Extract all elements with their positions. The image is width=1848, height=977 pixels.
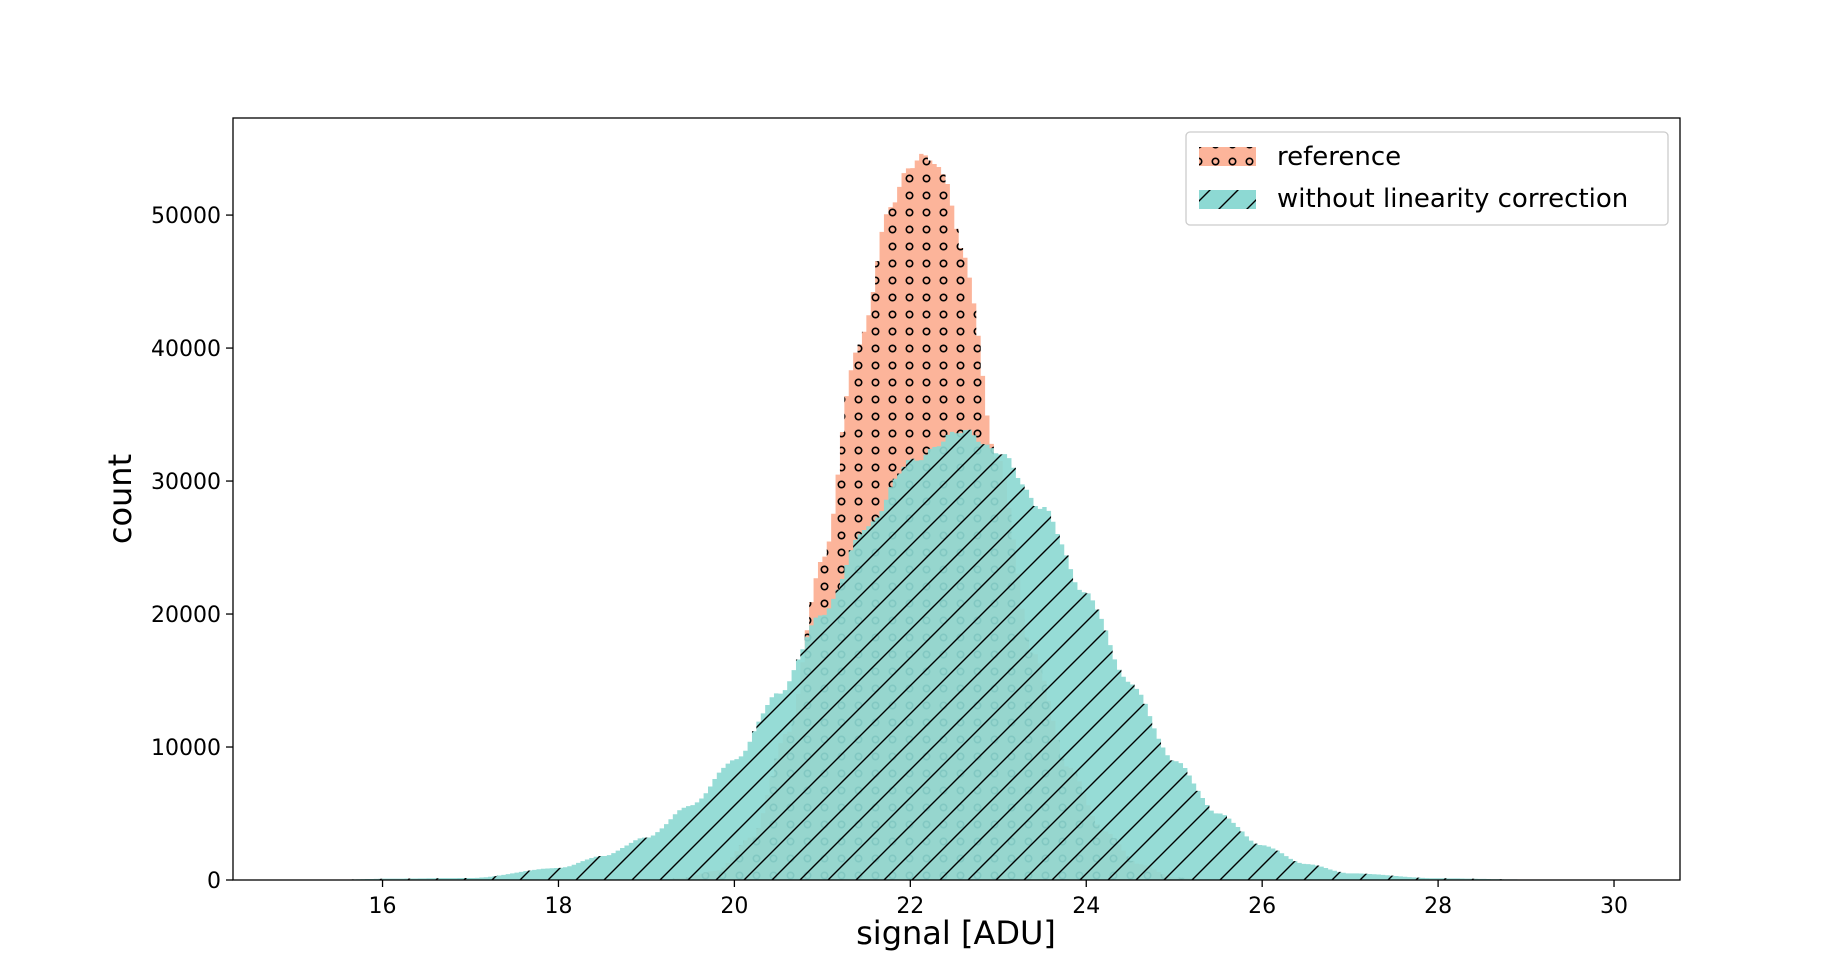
x-axis-label: signal [ADU] — [856, 914, 1056, 952]
series-layer — [338, 153, 1615, 880]
legend-frame — [1185, 131, 1669, 226]
plot-frame — [232, 117, 1681, 881]
y-axis: 0 10000 20000 30000 40000 50000 — [151, 204, 233, 894]
series-without-linearity-correction — [338, 429, 1615, 880]
x-tick-label: 26 — [1248, 894, 1276, 919]
x-axis: 16 18 20 22 24 26 28 30 — [369, 880, 1628, 919]
x-tick-label: 20 — [720, 894, 748, 919]
series-hatch — [338, 429, 1615, 880]
legend-swatch-without-linearity-correction-hatch — [1199, 190, 1256, 209]
y-tick-label: 50000 — [151, 204, 221, 229]
x-tick-label: 30 — [1600, 894, 1628, 919]
y-tick-label: 30000 — [151, 470, 221, 495]
legend-label-without-linearity-correction: without linearity correction — [1277, 184, 1628, 214]
y-axis-label: count — [101, 454, 139, 544]
x-tick-label: 16 — [369, 894, 397, 919]
x-tick-label: 28 — [1424, 894, 1452, 919]
x-tick-label: 22 — [896, 894, 924, 919]
y-tick-label: 10000 — [151, 736, 221, 761]
x-tick-label: 18 — [544, 894, 572, 919]
legend-label-reference: reference — [1277, 142, 1401, 172]
x-tick-label: 24 — [1072, 894, 1100, 919]
y-tick-label: 20000 — [151, 603, 221, 628]
y-tick-label: 0 — [207, 869, 221, 894]
y-tick-label: 40000 — [151, 337, 221, 362]
legend: reference without linearity correction — [1185, 131, 1669, 226]
legend-swatch-reference-hatch — [1199, 147, 1256, 166]
